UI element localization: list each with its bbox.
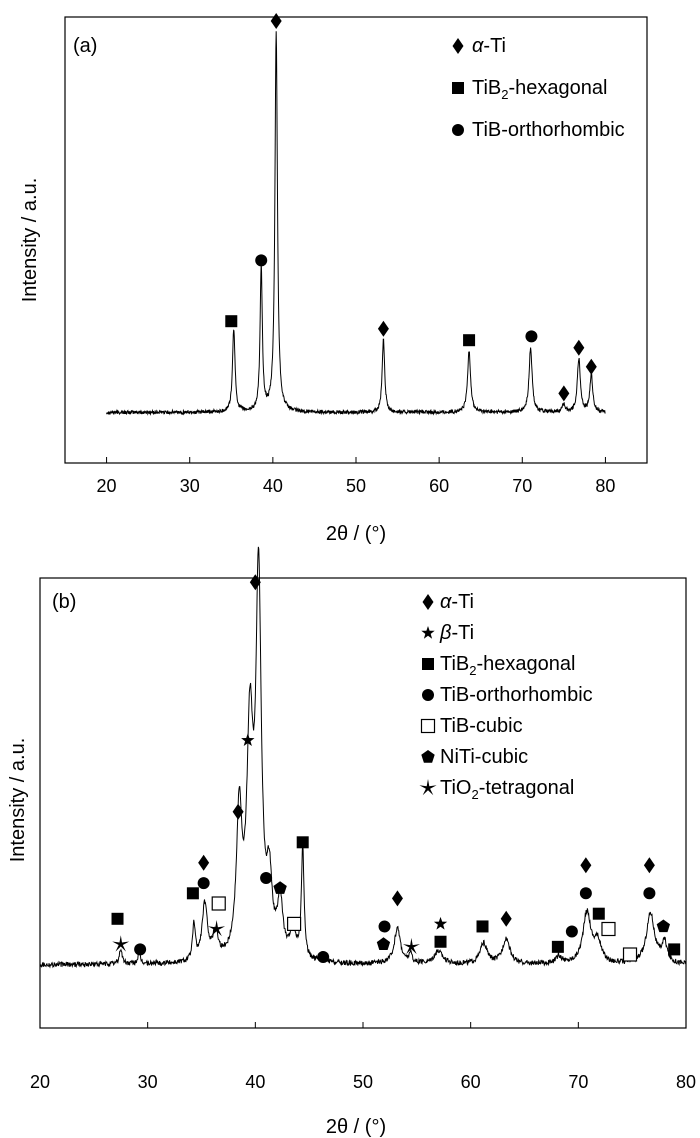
x-tick-label: 70 — [568, 1072, 588, 1092]
peak-marker-pentagon — [656, 919, 670, 933]
peak-marker-square — [476, 920, 489, 933]
x-tick-label: 40 — [263, 476, 283, 496]
peak-marker-square — [225, 315, 238, 328]
legend-star-icon — [421, 626, 435, 639]
panel-a-y-axis-label: Intensity / a.u. — [19, 178, 41, 303]
panel-a-pattern-line — [106, 31, 606, 416]
peak-marker-diamond — [249, 574, 261, 591]
panel-a-x-axis-label: 2θ / (°) — [326, 523, 386, 545]
peak-marker-star — [433, 916, 448, 930]
panel-b-legend: α-Ti β-Ti TiB2-hexagonal TiB-orthorhombic Ti… — [419, 591, 593, 802]
peak-markers — [111, 574, 681, 964]
legend-entry-label: TiO2-tetragonal — [440, 777, 574, 802]
panel-b-x-ticks: 20 30 40 50 60 70 80 — [30, 1022, 696, 1092]
x-tick-label: 20 — [30, 1072, 50, 1092]
legend-entry-label: TiB-cubic — [440, 715, 523, 737]
panel-a-chart: (a) Intensity / a.u. 2θ / (°) 20 30 40 50 60… — [19, 13, 648, 545]
peak-marker-circle — [378, 920, 391, 933]
legend-square-icon — [452, 82, 464, 94]
x-tick-label: 80 — [595, 476, 615, 496]
peak-marker-open-square — [601, 921, 616, 937]
peak-marker-star — [241, 733, 255, 746]
peak-marker-square — [668, 943, 681, 956]
legend-entry-label: TiB2-hexagonal — [472, 77, 607, 102]
x-tick-label: 70 — [512, 476, 532, 496]
legend-diamond-icon — [422, 594, 434, 610]
peak-marker-square — [592, 907, 605, 920]
panel-b-y-axis-label: Intensity / a.u. — [7, 738, 29, 863]
panel-b-label: (b) — [52, 591, 76, 613]
peak-marker-square — [296, 836, 309, 849]
peak-marker-asterisk — [208, 920, 226, 937]
legend-entry-label: α-Ti — [440, 591, 474, 613]
x-tick-label: 60 — [429, 476, 449, 496]
peak-marker-circle — [255, 254, 268, 267]
peak-marker-open-square — [211, 896, 226, 911]
peak-marker-open-square — [286, 916, 302, 932]
peak-marker-square — [463, 334, 476, 347]
peak-marker-square — [434, 935, 447, 948]
peak-markers — [225, 13, 597, 402]
panel-a-label: (a) — [73, 35, 97, 57]
peak-marker-diamond — [377, 320, 389, 337]
legend-entry-label: TiB2-hexagonal — [440, 653, 575, 678]
legend-entry-label: α-Ti — [472, 35, 506, 57]
panel-b-chart: (b) Intensity / a.u. 2θ / (°) 20 30 40 50 60… — [7, 546, 696, 1138]
peak-marker-diamond — [580, 857, 592, 874]
legend-entry-label: TiB-orthorhombic — [440, 684, 593, 706]
peak-marker-square — [551, 940, 564, 953]
peak-marker-pentagon — [376, 937, 391, 950]
legend-pentagon-icon — [421, 750, 435, 763]
x-tick-label: 30 — [180, 476, 200, 496]
x-tick-label: 80 — [676, 1072, 696, 1092]
peak-marker-square — [111, 912, 124, 925]
legend-diamond-icon — [452, 38, 464, 54]
peak-marker-diamond — [500, 910, 512, 927]
peak-marker-square — [186, 887, 199, 900]
peak-marker-circle — [134, 943, 147, 956]
panel-a-x-ticks: 20 30 40 50 60 70 80 — [97, 457, 615, 496]
peak-marker-diamond — [391, 890, 403, 907]
peak-marker-diamond — [232, 803, 244, 820]
legend-circle-icon — [452, 124, 464, 136]
x-tick-label: 40 — [245, 1072, 265, 1092]
peak-marker-diamond — [198, 854, 210, 871]
peak-marker-circle — [525, 330, 538, 343]
x-tick-label: 50 — [353, 1072, 373, 1092]
peak-marker-circle — [643, 887, 656, 900]
legend-circle-icon — [422, 689, 434, 701]
legend-entry-label: NiTi-cubic — [440, 746, 528, 768]
legend-square-icon — [422, 658, 434, 670]
legend-open-square-icon — [420, 718, 436, 734]
peak-marker-circle — [565, 925, 578, 938]
peak-marker-diamond — [558, 385, 570, 402]
peak-marker-asterisk — [402, 937, 420, 955]
panel-b-pattern-line — [39, 546, 687, 969]
legend-entry-label: TiB-orthorhombic — [472, 119, 625, 141]
peak-marker-asterisk — [112, 935, 130, 952]
x-tick-label: 50 — [346, 476, 366, 496]
legend-entry-label: β-Ti — [439, 622, 474, 644]
peak-marker-diamond — [270, 13, 282, 29]
legend-asterisk-icon — [419, 779, 437, 796]
peak-marker-circle — [197, 877, 210, 890]
panel-a-legend: α-Ti TiB2-hexagonal TiB-orthorhombic — [452, 35, 625, 141]
peak-marker-circle — [317, 951, 330, 964]
peak-marker-diamond — [643, 857, 655, 874]
x-tick-label: 60 — [461, 1072, 481, 1092]
peak-marker-diamond — [573, 339, 585, 356]
x-tick-label: 30 — [138, 1072, 158, 1092]
peak-marker-diamond — [585, 358, 597, 375]
peak-marker-open-square — [622, 947, 638, 962]
peak-marker-pentagon — [273, 881, 287, 894]
peak-marker-circle — [579, 887, 592, 900]
x-tick-label: 20 — [97, 476, 117, 496]
panel-b-x-axis-label: 2θ / (°) — [326, 1116, 386, 1138]
peak-marker-circle — [260, 872, 273, 884]
